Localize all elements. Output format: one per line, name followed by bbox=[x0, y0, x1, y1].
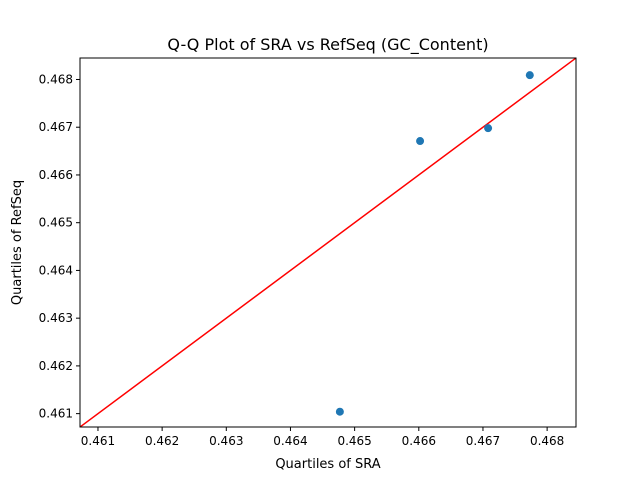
y-axis-label: Quartiles of RefSeq bbox=[10, 180, 25, 305]
data-point bbox=[484, 124, 493, 133]
reference-line bbox=[80, 58, 576, 427]
x-axis-label: Quartiles of SRA bbox=[275, 457, 380, 472]
y-tick-label: 0.467 bbox=[39, 120, 73, 134]
y-tick-label: 0.462 bbox=[39, 359, 73, 373]
data-point bbox=[335, 407, 344, 416]
data-point bbox=[525, 71, 534, 80]
y-tick-label: 0.465 bbox=[39, 216, 73, 230]
x-tick-label: 0.465 bbox=[337, 434, 371, 448]
x-tick-label: 0.461 bbox=[81, 434, 115, 448]
y-tick-label: 0.468 bbox=[39, 72, 73, 86]
y-tick-label: 0.463 bbox=[39, 311, 73, 325]
x-tick-label: 0.463 bbox=[209, 434, 243, 448]
data-point bbox=[416, 137, 425, 146]
y-axis: 0.461 0.462 0.463 0.464 0.465 0.466 0.467 0.468 bbox=[39, 72, 80, 421]
x-tick-label: 0.462 bbox=[145, 434, 179, 448]
scatter-points-layer bbox=[335, 71, 534, 416]
y-tick-label: 0.464 bbox=[39, 263, 73, 277]
plot-frame bbox=[79, 57, 577, 428]
x-axis: 0.461 0.462 0.463 0.464 0.465 0.466 0.467 0.468 bbox=[81, 427, 564, 448]
x-tick-label: 0.468 bbox=[530, 434, 564, 448]
y-tick-label: 0.466 bbox=[39, 168, 73, 182]
y-tick-label: 0.461 bbox=[39, 407, 73, 421]
chart-title: Q-Q Plot of SRA vs RefSeq (GC_Content) bbox=[167, 35, 488, 55]
reference-line-layer bbox=[80, 58, 576, 427]
x-tick-label: 0.467 bbox=[466, 434, 500, 448]
x-tick-label: 0.466 bbox=[402, 434, 436, 448]
x-tick-label: 0.464 bbox=[273, 434, 307, 448]
